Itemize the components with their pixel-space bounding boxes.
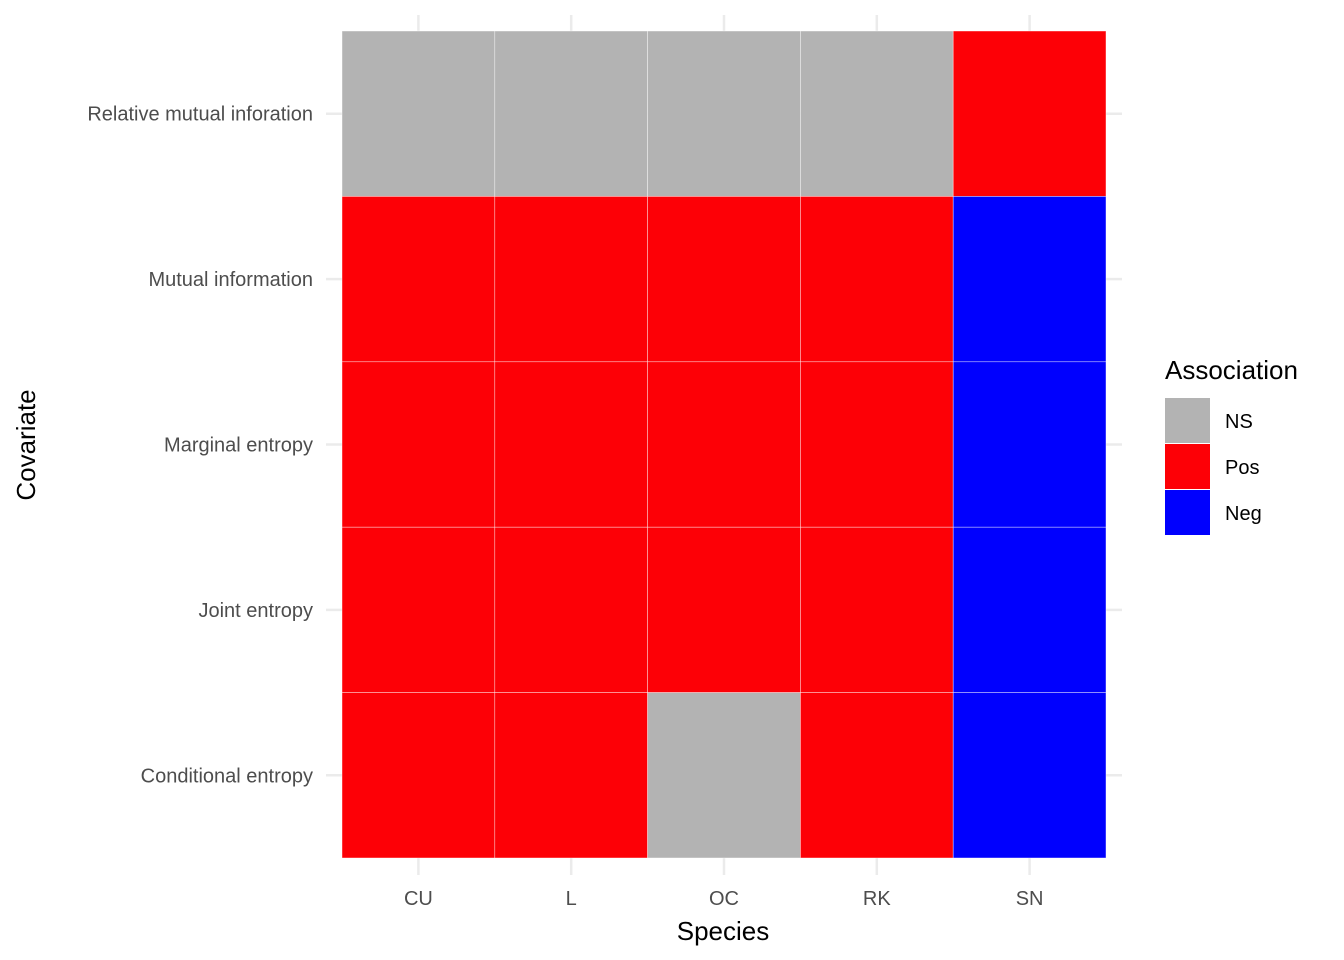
x-tick-label-l: L <box>566 888 577 910</box>
y-axis-title: Covariate <box>11 389 41 500</box>
cell-marginal-entropy-sn <box>952 361 1107 528</box>
cell-relative-mutual-inforation-l <box>494 30 648 197</box>
x-tick-label-cu: CU <box>404 888 433 910</box>
cell-joint-entropy-cu <box>341 526 496 693</box>
cell-conditional-entropy-l <box>494 692 648 859</box>
cell-relative-mutual-inforation-rk <box>800 30 954 197</box>
x-tick-label-rk: RK <box>863 888 891 910</box>
cell-mutual-information-rk <box>800 196 954 363</box>
legend-label-ns: NS <box>1225 411 1253 433</box>
y-tick-labels: Relative mutual inforation Mutual informa… <box>87 104 313 788</box>
cell-joint-entropy-rk <box>800 526 954 693</box>
y-tick-label-mutual-information: Mutual information <box>148 269 313 291</box>
cell-marginal-entropy-cu <box>341 361 496 528</box>
cell-joint-entropy-sn <box>952 526 1107 693</box>
legend-entries: NS Pos Neg <box>1165 398 1262 535</box>
x-tick-label-oc: OC <box>709 888 739 910</box>
x-axis-title: Species <box>677 916 770 946</box>
legend: Association NS Pos Neg <box>1165 355 1298 535</box>
cell-mutual-information-sn <box>952 196 1107 363</box>
y-tick-label-joint-entropy: Joint entropy <box>198 600 313 622</box>
legend-title: Association <box>1165 355 1298 385</box>
cell-joint-entropy-l <box>494 526 648 693</box>
x-tick-labels: CU L OC RK SN <box>404 888 1044 910</box>
y-tick-label-relative-mutual-inforation: Relative mutual inforation <box>87 104 313 126</box>
cell-conditional-entropy-oc <box>647 692 801 859</box>
cell-mutual-information-cu <box>341 196 496 363</box>
x-tick-label-sn: SN <box>1016 888 1044 910</box>
cell-mutual-information-l <box>494 196 648 363</box>
cell-mutual-information-oc <box>647 196 801 363</box>
y-tick-label-marginal-entropy: Marginal entropy <box>164 435 313 457</box>
cell-joint-entropy-oc <box>647 526 801 693</box>
cell-marginal-entropy-rk <box>800 361 954 528</box>
legend-key-pos <box>1165 444 1210 489</box>
heatmap-cells <box>341 30 1107 859</box>
cell-marginal-entropy-oc <box>647 361 801 528</box>
cell-relative-mutual-inforation-sn <box>952 30 1107 197</box>
legend-label-pos: Pos <box>1225 457 1259 479</box>
legend-label-neg: Neg <box>1225 503 1262 525</box>
cell-marginal-entropy-l <box>494 361 648 528</box>
legend-key-ns <box>1165 398 1210 443</box>
cell-relative-mutual-inforation-oc <box>647 30 801 197</box>
cell-conditional-entropy-cu <box>341 692 496 859</box>
legend-key-neg <box>1165 490 1210 535</box>
cell-conditional-entropy-sn <box>952 692 1107 859</box>
cell-conditional-entropy-rk <box>800 692 954 859</box>
y-tick-label-conditional-entropy: Conditional entropy <box>141 765 313 787</box>
cell-relative-mutual-inforation-cu <box>341 30 496 197</box>
